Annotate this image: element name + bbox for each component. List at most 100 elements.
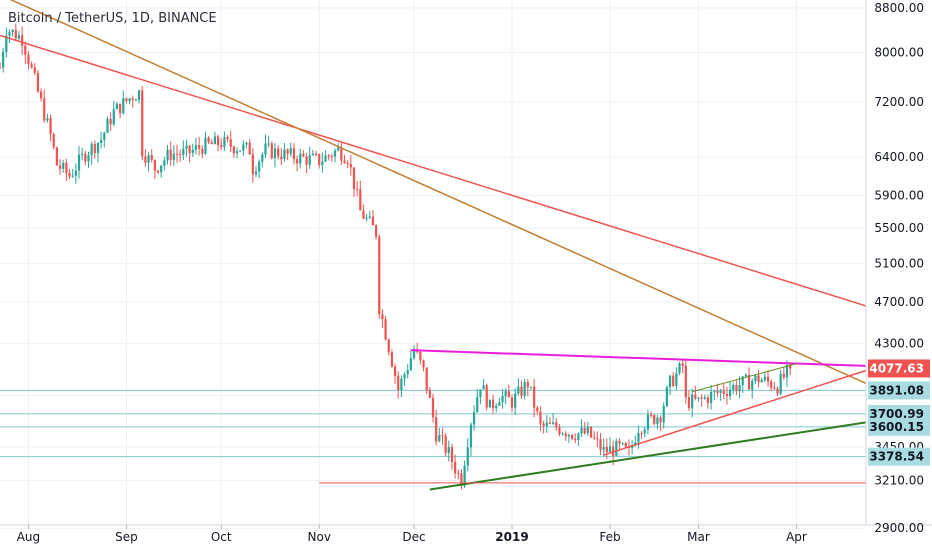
candle-down [390, 352, 394, 367]
candle-up [738, 385, 741, 392]
candle-up [438, 435, 441, 442]
candle-up [469, 424, 473, 448]
candle-down [125, 98, 128, 101]
x-tick-label: Sep [115, 530, 138, 544]
candle-up [245, 142, 248, 145]
candle-up [223, 137, 226, 148]
y-tick-label: 5900.00 [874, 188, 924, 202]
candle-up [602, 446, 605, 450]
candle-down [251, 154, 254, 175]
candle-up [466, 447, 469, 466]
candle-up [656, 417, 659, 424]
candle-down [431, 397, 435, 418]
candle-down [330, 155, 333, 157]
candle-down [687, 397, 691, 409]
candle-up [719, 390, 722, 393]
candle-down [198, 145, 201, 149]
candle-up [239, 150, 242, 152]
red-rising-support-line [603, 369, 867, 456]
candle-down [156, 170, 160, 173]
level-price-label: 3700.99 [869, 407, 924, 421]
candle-up [646, 414, 650, 430]
candle-down [84, 153, 87, 162]
candle-up [634, 442, 637, 446]
candle-down [747, 374, 751, 390]
candle-up [615, 440, 618, 456]
candle-down [232, 146, 235, 154]
chart-grid [0, 0, 866, 529]
x-tick-label: Nov [308, 530, 331, 544]
candle-down [39, 91, 43, 99]
candle-down [93, 143, 96, 154]
y-tick-label: 3210.00 [874, 474, 924, 488]
candle-down [460, 473, 463, 486]
level-price-badge [868, 417, 930, 436]
candle-up [311, 153, 315, 156]
candle-down [343, 160, 346, 163]
candle-down [65, 162, 68, 174]
candle-up [447, 447, 450, 453]
time-axis[interactable]: Aug Sep Oct Nov Dec 2019 Feb Mar Apr [17, 525, 807, 544]
candle-up [400, 378, 403, 391]
candle-down [428, 389, 431, 398]
candle-down [359, 189, 362, 211]
candle-up [337, 147, 340, 151]
candle-up [368, 216, 371, 218]
candle-down [179, 154, 182, 156]
candle-up [517, 386, 520, 394]
candle-up [412, 349, 416, 359]
candle-up [463, 465, 466, 486]
candle-down [681, 363, 684, 366]
candle-up [254, 171, 258, 175]
candle-up [744, 374, 748, 377]
candle-down [574, 438, 577, 441]
candle-down [280, 156, 283, 160]
candle-up [741, 376, 744, 386]
candle-down [340, 147, 343, 161]
candle-down [131, 98, 134, 100]
candle-up [321, 161, 324, 166]
candle-down [653, 415, 656, 424]
candle-down [175, 153, 179, 155]
candle-down [201, 148, 204, 154]
candle-down [169, 149, 172, 160]
last-price-label: 4077.63 [869, 361, 924, 375]
candle-up [137, 90, 141, 100]
candle-down [55, 147, 58, 166]
candle-up [586, 426, 589, 434]
level-price-label: 3600.15 [869, 420, 924, 434]
candle-down [21, 35, 24, 46]
candle-up [403, 374, 406, 379]
candle-down [526, 382, 529, 388]
candle-down [58, 165, 62, 169]
y-tick-label: 4700.00 [874, 295, 924, 309]
candle-down [485, 385, 488, 408]
candle-up [128, 98, 131, 101]
candle-up [713, 391, 716, 393]
candle-down [0, 67, 2, 69]
y-tick-label: 2900.00 [874, 521, 924, 535]
olive-wedge-top-line [692, 363, 797, 393]
green-support-line [429, 421, 867, 491]
candle-down [735, 384, 738, 392]
candle-up [668, 375, 672, 388]
candle-up [77, 154, 81, 171]
candle-up [103, 132, 106, 140]
candle-up [479, 389, 482, 398]
candle-down [352, 167, 356, 190]
candle-down [393, 366, 397, 377]
level-price-badge [868, 447, 930, 466]
candle-up [476, 397, 479, 413]
y-tick-label: 8800.00 [874, 1, 924, 15]
candle-down [533, 386, 536, 408]
candle-up [242, 144, 245, 151]
candle-up [691, 394, 694, 409]
candle-up [495, 405, 498, 409]
candle-up [751, 381, 754, 390]
candle-up [333, 150, 337, 157]
candle-down [555, 422, 558, 428]
candle-down [226, 137, 229, 140]
chart-title: Bitcoin / TetherUS, 1D, BINANCE [8, 11, 217, 26]
candle-down [716, 391, 719, 393]
